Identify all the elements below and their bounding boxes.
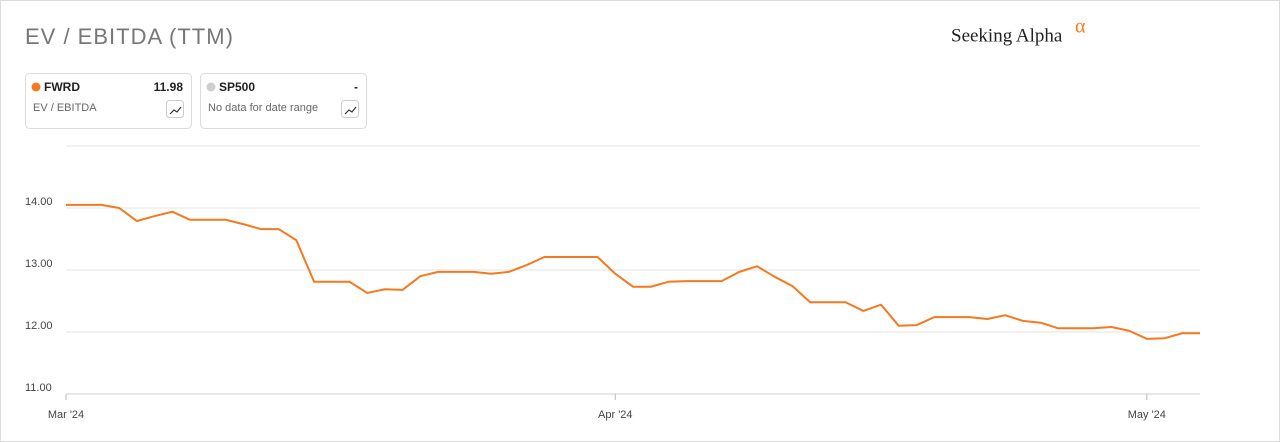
legend-card[interactable]	[200, 73, 367, 129]
legend-card[interactable]	[25, 73, 192, 129]
chart-icon-glyph	[344, 106, 357, 115]
chart-icon-glyph	[169, 106, 182, 115]
brand-name: Seeking Alpha	[951, 25, 1063, 46]
x-tick-label: Mar '24	[48, 409, 84, 421]
y-tick-label: 11.00	[25, 382, 52, 394]
legend-value: 11.98	[154, 80, 184, 94]
y-tick-label: 13.00	[25, 258, 53, 270]
legend-swatch	[206, 82, 216, 92]
legend-value: -	[354, 80, 358, 94]
data-line	[66, 203, 1200, 340]
y-tick-label: 12.00	[25, 320, 53, 332]
brand-mark: α	[1075, 16, 1086, 38]
chart-icon[interactable]	[341, 100, 359, 118]
legend-name: FWRD	[44, 80, 80, 94]
legend-swatch	[31, 82, 41, 92]
y-tick-label: 14.00	[25, 196, 53, 208]
legend-note: No data for date range	[208, 102, 318, 114]
chart-title: EV / EBITDA (TTM)	[25, 24, 234, 49]
x-tick-label: May '24	[1128, 409, 1166, 421]
x-tick-label: Apr '24	[598, 409, 633, 421]
chart-icon[interactable]	[166, 100, 184, 118]
legend: FWRD 11.98 EV / EBITDA SP500 - No data for da…	[25, 73, 367, 129]
legend-note: EV / EBITDA	[33, 102, 97, 114]
legend-name: SP500	[219, 80, 255, 94]
